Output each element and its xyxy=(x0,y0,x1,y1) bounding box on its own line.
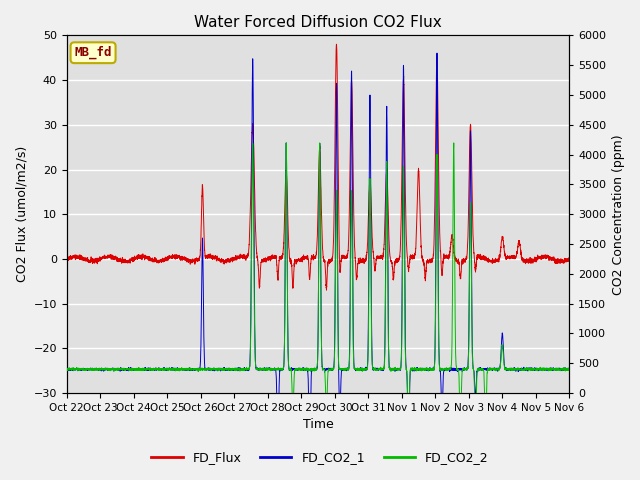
Y-axis label: CO2 Concentration (ppm): CO2 Concentration (ppm) xyxy=(612,134,625,295)
Legend: FD_Flux, FD_CO2_1, FD_CO2_2: FD_Flux, FD_CO2_1, FD_CO2_2 xyxy=(147,446,493,469)
Title: Water Forced Diffusion CO2 Flux: Water Forced Diffusion CO2 Flux xyxy=(194,15,442,30)
Y-axis label: CO2 Flux (umol/m2/s): CO2 Flux (umol/m2/s) xyxy=(15,146,28,282)
X-axis label: Time: Time xyxy=(303,419,333,432)
Text: MB_fd: MB_fd xyxy=(74,46,112,60)
